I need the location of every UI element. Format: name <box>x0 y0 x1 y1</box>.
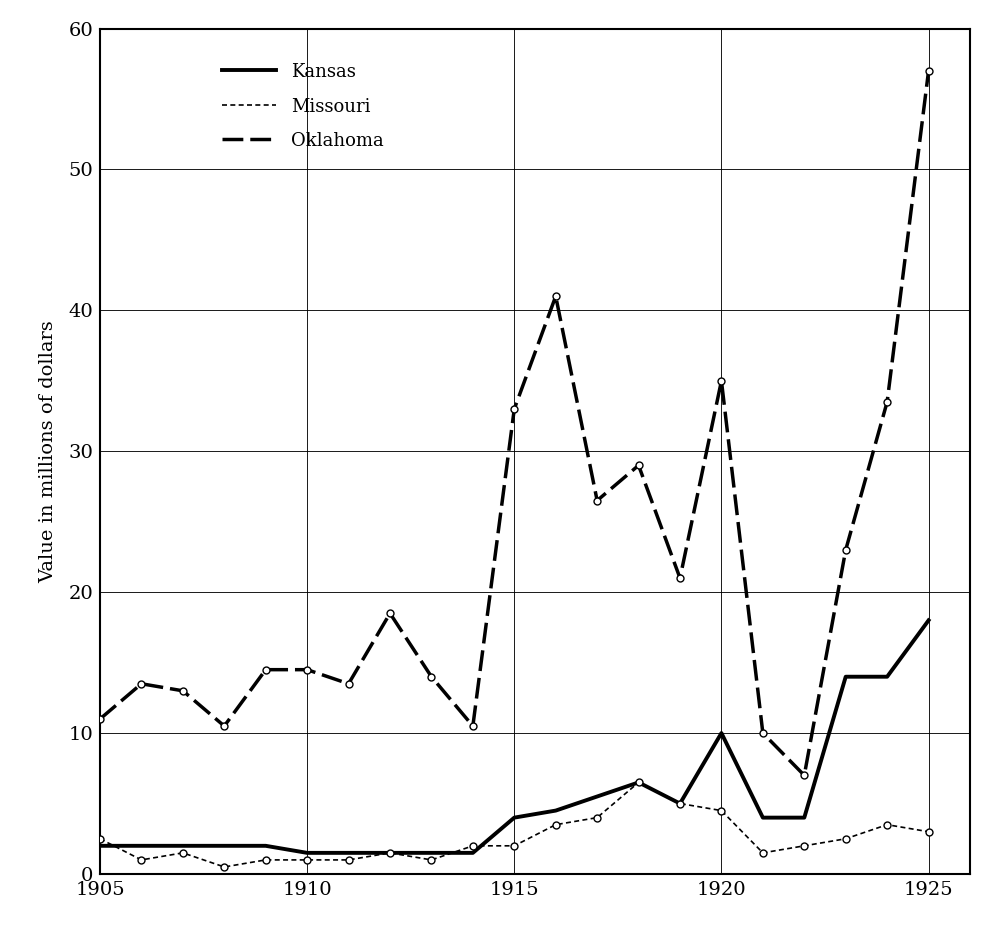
Y-axis label: Value in millions of dollars: Value in millions of dollars <box>39 320 57 582</box>
Legend: Kansas, Missouri, Oklahoma: Kansas, Missouri, Oklahoma <box>222 63 383 150</box>
